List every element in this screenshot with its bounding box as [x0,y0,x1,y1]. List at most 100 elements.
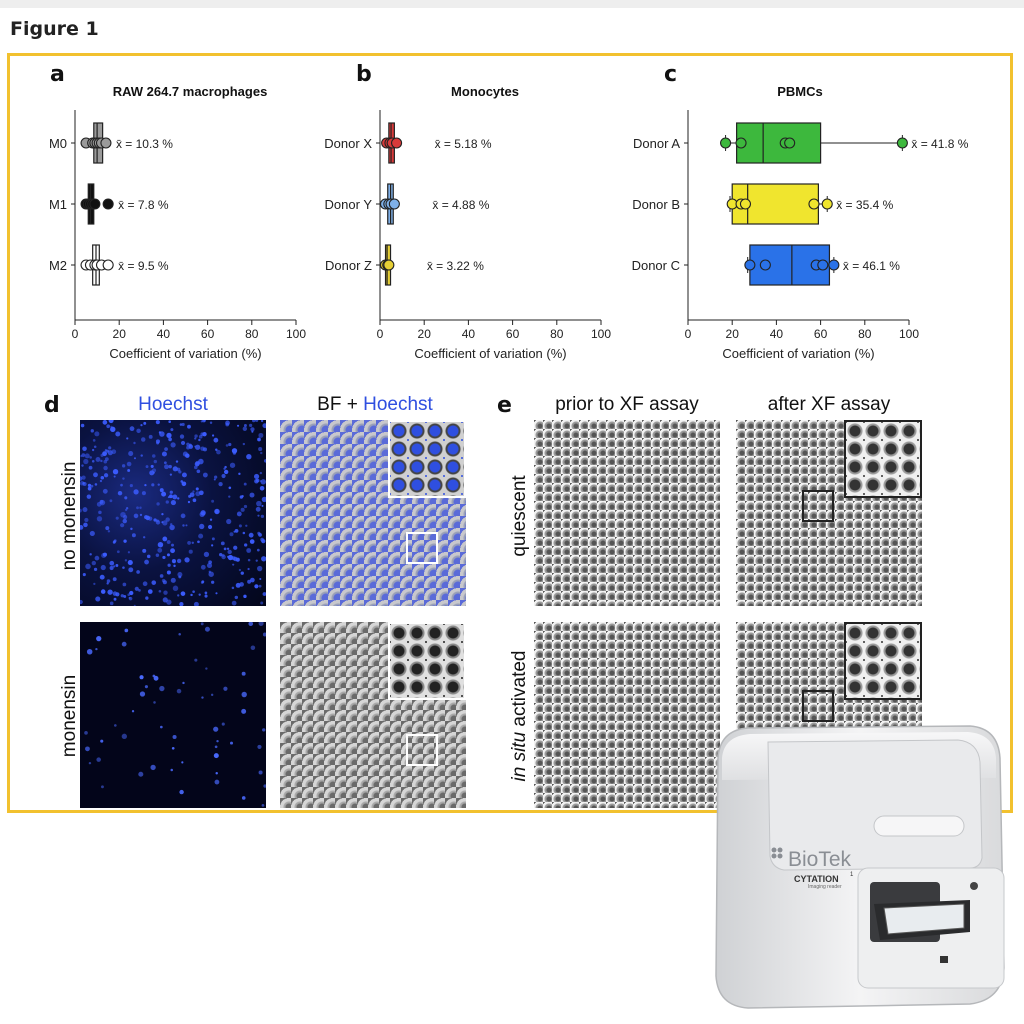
box [736,122,822,164]
nucleus-dot [179,423,183,426]
nucleus-dot [177,594,180,597]
nucleus-dot [121,464,126,468]
nucleus-dot [113,475,116,478]
nucleus-dot [138,588,141,592]
nucleus-dot [259,486,265,491]
nucleus-dot [112,469,119,475]
nucleus-dot [255,420,259,422]
x-tick-label: 80 [858,327,872,341]
chart-b: 0 20 40 60 80 100 Coefficient of variation (%)… [324,110,611,361]
nucleus-dot [122,518,127,524]
nucleus-dot [173,564,176,568]
category-label: Donor C [632,258,680,273]
cytation-imaging-reader-photo: BioTek CYTATION 1 Imaging reader [715,725,1005,1009]
nucleus-dot [241,494,244,498]
nucleus-dot [251,420,256,423]
nucleus-dot [139,691,146,697]
zoom-inset [388,420,466,498]
nucleus-dot [153,518,157,522]
nucleus-dot [81,475,86,480]
nucleus-dot [93,445,97,449]
nucleus-dot [181,761,184,764]
nucleus-dot [168,420,171,424]
nucleus-dot [211,499,215,503]
nucleus-dot [81,464,84,467]
nucleus-dot [157,541,164,548]
nucleus-dot [242,426,248,431]
nucleus-dot [170,768,174,772]
x-tick-label: 20 [726,327,740,341]
nucleus-dot [208,570,211,574]
nucleus-dot [92,439,96,442]
nucleus-dot [256,548,260,552]
nucleus-dot [178,575,182,579]
x-tick-label: 60 [506,327,520,341]
nucleus-dot [241,691,247,698]
nucleus-dot [243,482,247,486]
nucleus-dot [125,508,128,511]
nucleus-dot [139,513,143,517]
nucleus-dot [87,486,92,491]
nucleus-dot [82,573,86,577]
nucleus-dot [144,559,149,565]
nucleus-dot [191,541,194,545]
nucleus-dot [225,420,230,426]
nucleus-dot [120,483,123,487]
data-point [739,198,752,210]
data-point [720,137,732,149]
nucleus-dot [182,681,185,685]
nucleus-dot [133,489,139,495]
nucleus-dot [107,589,113,595]
nucleus-dot [233,556,238,562]
nucleus-dot [187,541,191,545]
x-tick-label: 60 [201,327,215,341]
nucleus-dot [80,476,83,481]
nucleus-dot [249,492,255,498]
nucleus-dot [193,465,198,470]
nucleus-dot [228,486,232,490]
nucleus-dot [121,641,127,647]
nucleus-dot [215,771,218,775]
nucleus-dot [153,459,158,464]
nucleus-dot [133,457,136,460]
nucleus-dot [99,499,104,504]
nucleus-dot [209,518,213,521]
nucleus-dot [216,739,219,743]
panel-letter-e: e [497,393,512,418]
nucleus-dot [109,566,114,571]
nucleus-dot [96,516,103,522]
nucleus-dot [238,472,241,476]
nucleus-dot [176,688,182,694]
nucleus-dot [114,724,117,727]
nucleus-dot [84,731,88,735]
nucleus-dot [194,437,197,440]
nucleus-dot [100,459,103,463]
nucleus-dot [91,459,95,463]
data-point [391,137,403,149]
x-tick-label: 20 [418,327,432,341]
nucleus-dot [159,685,165,692]
nucleus-dot [165,500,169,504]
nucleus-dot [213,726,219,732]
nucleus-dot [88,761,92,765]
data-point [808,198,820,210]
nucleus-dot [109,499,113,503]
nucleus-dot [152,674,156,678]
nucleus-dot [211,544,214,547]
nucleus-dot [221,473,226,479]
mean-label: x̄ = 41.8 % [911,137,968,151]
nucleus-dot [199,523,205,530]
nucleus-dot [124,496,128,500]
nucleus-dot [260,537,264,542]
nucleus-dot [155,553,160,557]
nucleus-dot [95,596,101,602]
nucleus-dot [211,434,215,437]
nucleus-dot [83,522,88,528]
nucleus-dot [136,570,140,574]
nucleus-dot [188,443,192,447]
nucleus-dot [233,545,238,550]
nucleus-dot [243,504,248,509]
nucleus-dot [261,504,264,507]
nucleus-dot [161,521,164,524]
nucleus-dot [261,803,265,807]
